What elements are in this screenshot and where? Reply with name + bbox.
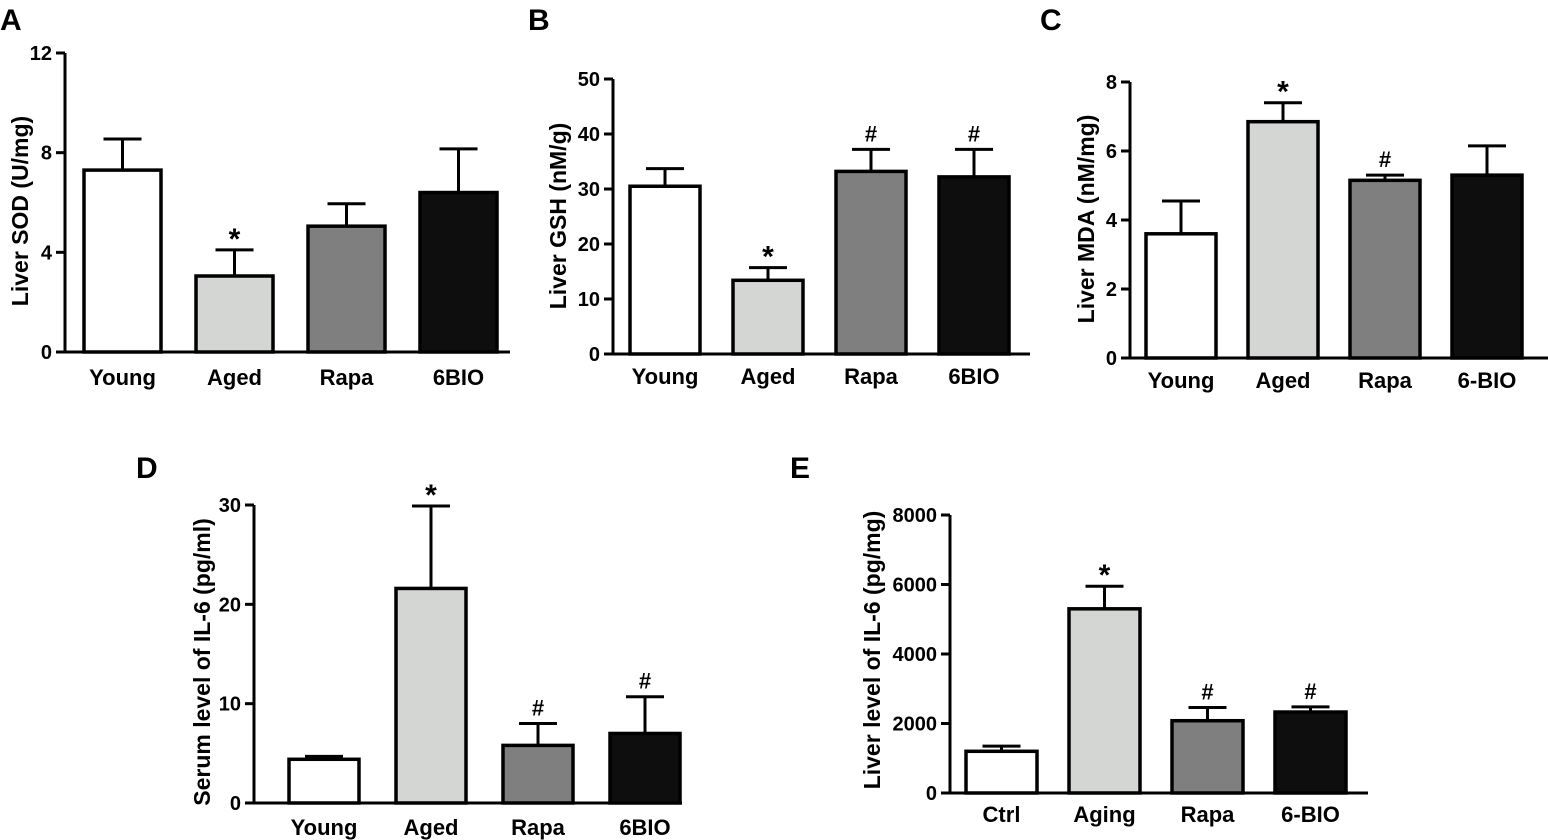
- y-axis-label: Serum level of IL-6 (pg/ml): [189, 518, 215, 806]
- significance-hash: #: [1201, 680, 1213, 705]
- bar-aging: [1067, 607, 1142, 795]
- bar-rapa: [306, 224, 387, 354]
- significance-hash: #: [865, 121, 877, 146]
- significance-star: *: [229, 223, 241, 256]
- bar-aged: [194, 274, 275, 354]
- significance-hash: #: [1379, 147, 1391, 172]
- significance-hash: #: [1304, 679, 1316, 704]
- y-tick-label: 0: [1106, 348, 1117, 370]
- y-tick-label: 40: [578, 124, 600, 146]
- x-tick-label: 6-BIO: [1281, 802, 1340, 827]
- x-tick-label: Aged: [207, 365, 262, 390]
- y-tick-label: 8: [41, 143, 52, 165]
- y-tick-label: 10: [219, 694, 241, 716]
- significance-star: *: [1277, 76, 1289, 109]
- y-tick-label: 2000: [893, 714, 938, 736]
- x-tick-label: Aging: [1073, 802, 1135, 827]
- panel-d: D Serum level of IL-6 (pg/ml) 0 10 20 30 You…: [136, 452, 682, 840]
- y-tick-label: 12: [30, 43, 52, 65]
- x-tick-label: Rapa: [1358, 368, 1413, 393]
- bar-rapa: [501, 743, 575, 805]
- y-tick-label: 4000: [893, 644, 938, 666]
- bar-young: [82, 168, 163, 354]
- y-tick-label: 4: [41, 242, 53, 264]
- y-tick-label: 0: [230, 793, 241, 815]
- y-tick-label: 50: [578, 69, 600, 91]
- x-tick-label: Young: [291, 815, 358, 840]
- x-tick-label: Aged: [404, 815, 459, 840]
- x-tick-label: 6BIO: [948, 364, 999, 389]
- bar-6-bio: [1450, 173, 1524, 360]
- y-axis-label: Liver level of IL-6 (pg/mg): [859, 511, 885, 790]
- significance-star: *: [1099, 559, 1111, 592]
- bar-6bio: [937, 175, 1011, 356]
- y-tick-label: 6: [1106, 141, 1117, 163]
- y-tick-label: 20: [219, 594, 241, 616]
- y-tick-label: 20: [578, 234, 600, 256]
- x-tick-label: Young: [632, 364, 699, 389]
- panel-letter: C: [1040, 4, 1062, 37]
- x-tick-label: 6BIO: [619, 815, 670, 840]
- bar-rapa: [1348, 178, 1422, 360]
- bar-aged: [394, 586, 468, 805]
- panel-a: A Liver SOD (U/mg) 0 4 8 12 Young * Aged Rapa 6B…: [0, 4, 510, 390]
- y-tick-label: 2: [1106, 279, 1117, 301]
- y-tick-label: 0: [41, 342, 52, 364]
- y-tick-label: 4: [1106, 210, 1118, 232]
- y-axis-label: Liver GSH (nM/g): [545, 123, 571, 310]
- y-tick-label: 8: [1106, 72, 1117, 94]
- bar-aged: [731, 278, 805, 356]
- y-tick-label: 10: [578, 289, 600, 311]
- bar-young: [628, 184, 702, 356]
- y-tick-label: 0: [589, 344, 600, 366]
- x-tick-label: Young: [1148, 368, 1215, 393]
- significance-hash: #: [532, 696, 544, 721]
- y-tick-label: 0: [926, 783, 937, 805]
- significance-star: *: [425, 479, 437, 512]
- bar-aged: [1246, 119, 1320, 360]
- y-tick-label: 6000: [893, 575, 938, 597]
- x-tick-label: 6-BIO: [1458, 368, 1517, 393]
- panel-e: E Liver level of IL-6 (pg/mg) 0 2000 4000 6…: [790, 452, 1368, 827]
- panel-letter: D: [136, 452, 158, 485]
- bar-6bio: [418, 190, 499, 354]
- x-tick-label: Aged: [741, 364, 796, 389]
- panel-b: B Liver GSH (nM/g) 0 10 20 30 40 50 Young * Aged…: [528, 4, 1030, 389]
- bar-young: [287, 757, 361, 805]
- bar-rapa: [834, 169, 908, 356]
- x-tick-label: Aged: [1256, 368, 1311, 393]
- x-tick-label: Ctrl: [983, 802, 1021, 827]
- significance-star: *: [762, 241, 774, 274]
- y-tick-label: 30: [219, 495, 241, 517]
- x-tick-label: Rapa: [511, 815, 566, 840]
- y-tick-label: 8000: [893, 505, 938, 527]
- bar-rapa: [1170, 718, 1245, 795]
- x-tick-label: Rapa: [1181, 802, 1236, 827]
- x-tick-label: Rapa: [844, 364, 899, 389]
- significance-hash: #: [639, 669, 651, 694]
- x-tick-label: Young: [89, 365, 156, 390]
- panel-letter: E: [790, 452, 810, 485]
- bar-young: [1144, 232, 1218, 360]
- bar-6-bio: [1273, 710, 1348, 795]
- x-tick-label: Rapa: [320, 365, 375, 390]
- y-tick-label: 30: [578, 179, 600, 201]
- panel-letter: A: [0, 4, 22, 37]
- bar-6bio: [608, 731, 682, 805]
- x-tick-label: 6BIO: [433, 365, 484, 390]
- y-axis-label: Liver SOD (U/mg): [7, 116, 33, 306]
- bar-ctrl: [964, 749, 1039, 795]
- y-axis-label: Liver MDA (nM/mg): [1073, 115, 1099, 324]
- panel-letter: B: [528, 4, 550, 37]
- panel-c: C Liver MDA (nM/mg) 0 2 4 6 8 Young * Aged # Rapa…: [1040, 4, 1548, 393]
- significance-hash: #: [968, 121, 980, 146]
